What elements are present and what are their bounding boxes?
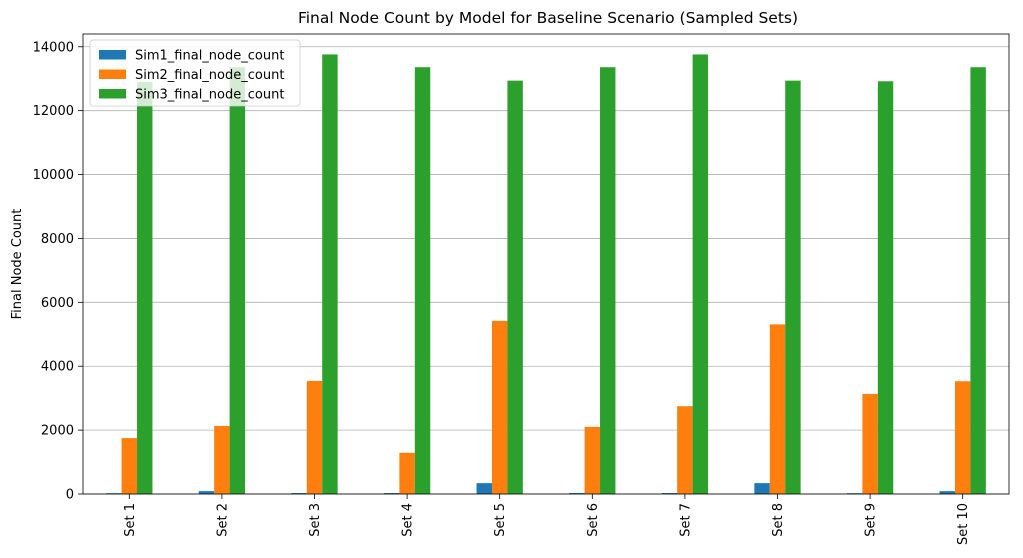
bar-Sim2_final_node_count-set-7 bbox=[677, 406, 693, 494]
x-tick-label-10: Set 10 bbox=[956, 503, 971, 545]
x-tick-label-6: Set 6 bbox=[586, 503, 601, 537]
y-tick-label-14000: 14000 bbox=[33, 40, 74, 55]
bar-Sim1_final_node_count-set-4 bbox=[383, 493, 400, 494]
chart-title: Final Node Count by Model for Baseline S… bbox=[298, 9, 798, 27]
x-axis-ticks: Set 1 Set 2 Set 3 Set 4 Set 5 Set 6 Set 7 Set 8… bbox=[123, 494, 971, 545]
axes bbox=[82, 33, 1010, 495]
legend-label-Sim3_final_node_count: Sim3_final_node_count bbox=[135, 88, 284, 103]
bar-Sim2_final_node_count-set-1 bbox=[121, 438, 138, 494]
legend-swatch-Sim1_final_node_count bbox=[99, 50, 126, 60]
bar-Sim2_final_node_count-set-6 bbox=[584, 426, 601, 494]
y-axis-ticks: 0 2000 4000 6000 8000 10000 12000 14000 bbox=[33, 40, 83, 503]
bar-Sim2_final_node_count-set-10 bbox=[954, 381, 971, 494]
x-tick-label-9: Set 9 bbox=[864, 503, 879, 537]
legend-label-Sim1_final_node_count: Sim1_final_node_count bbox=[135, 49, 284, 64]
y-tick-label-12000: 12000 bbox=[33, 104, 74, 119]
bar-Sim1_final_node_count-set-7 bbox=[661, 493, 678, 494]
bars bbox=[106, 54, 986, 495]
bar-Sim3_final_node_count-set-2 bbox=[229, 67, 246, 494]
bar-Sim1_final_node_count-set-10 bbox=[939, 491, 955, 494]
bar-Sim2_final_node_count-set-9 bbox=[862, 394, 878, 494]
x-tick-label-4: Set 4 bbox=[401, 503, 416, 537]
y-tick-label-4000: 4000 bbox=[41, 360, 74, 375]
bar-Sim1_final_node_count-set-5 bbox=[476, 483, 492, 494]
y-tick-label-10000: 10000 bbox=[33, 168, 74, 183]
legend-swatch-Sim3_final_node_count bbox=[99, 89, 126, 99]
bar-Sim1_final_node_count-set-8 bbox=[754, 483, 770, 494]
bar-Sim2_final_node_count-set-3 bbox=[306, 380, 323, 494]
bar-Sim2_final_node_count-set-5 bbox=[491, 320, 508, 494]
bar-Sim3_final_node_count-set-5 bbox=[507, 80, 523, 494]
bar-Sim3_final_node_count-set-10 bbox=[970, 67, 986, 494]
y-tick-label-2000: 2000 bbox=[41, 424, 74, 439]
x-tick-label-7: Set 7 bbox=[678, 503, 693, 537]
bar-Sim2_final_node_count-set-4 bbox=[399, 452, 415, 494]
bar-Sim1_final_node_count-set-3 bbox=[291, 493, 307, 494]
plot-frame bbox=[82, 33, 1010, 495]
bar-Sim2_final_node_count-set-2 bbox=[214, 425, 230, 494]
bar-Sim3_final_node_count-set-8 bbox=[785, 80, 801, 494]
legend: Sim1_final_node_count Sim2_final_node_cou… bbox=[89, 39, 301, 107]
legend-box bbox=[89, 39, 301, 107]
bar-Sim1_final_node_count-set-6 bbox=[569, 493, 585, 494]
bar-Sim2_final_node_count-set-8 bbox=[769, 324, 786, 494]
x-tick-label-2: Set 2 bbox=[215, 503, 230, 537]
bar-Sim3_final_node_count-set-6 bbox=[600, 67, 616, 494]
bar-Sim3_final_node_count-set-7 bbox=[692, 54, 709, 494]
y-tick-label-0: 0 bbox=[66, 488, 74, 503]
bar-Sim1_final_node_count-set-2 bbox=[198, 491, 215, 494]
x-tick-label-8: Set 8 bbox=[771, 503, 786, 537]
legend-label-Sim2_final_node_count: Sim2_final_node_count bbox=[135, 68, 284, 83]
bar-Sim3_final_node_count-set-9 bbox=[877, 81, 894, 495]
x-tick-label-3: Set 3 bbox=[308, 503, 323, 537]
bar-Sim3_final_node_count-set-3 bbox=[322, 54, 338, 494]
y-tick-label-6000: 6000 bbox=[41, 296, 74, 311]
x-tick-label-5: Set 5 bbox=[493, 503, 508, 537]
y-axis-label: Final Node Count bbox=[10, 209, 25, 320]
bar-Sim3_final_node_count-set-4 bbox=[414, 67, 431, 494]
legend-swatch-Sim2_final_node_count bbox=[99, 69, 126, 79]
bar-Sim3_final_node_count-set-1 bbox=[137, 81, 153, 495]
x-tick-label-1: Set 1 bbox=[123, 503, 138, 537]
y-tick-label-8000: 8000 bbox=[41, 232, 74, 247]
